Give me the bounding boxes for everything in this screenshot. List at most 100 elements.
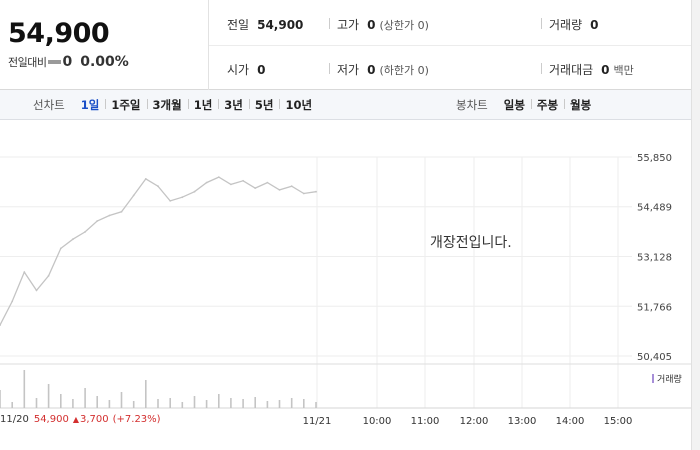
prev-day-summary: 11/20 54,900 ▲ 3,700 (+7.23%) (0, 414, 161, 425)
volume-bar (242, 399, 244, 408)
x-tick-label: 14:00 (556, 416, 585, 427)
price-point (193, 190, 196, 193)
price-point (230, 183, 232, 186)
volume-bar (303, 399, 305, 408)
change-label: 전일대비 (8, 56, 47, 69)
tab-monthly[interactable]: 월봉 (564, 97, 597, 113)
stat-label: 고가 (337, 18, 360, 32)
stat-sub: 백만 (613, 64, 634, 77)
change-percent: 0.00% (80, 54, 129, 70)
y-tick-label: 54,489 (637, 203, 672, 214)
line-chart-label: 선차트 (33, 98, 65, 112)
y-tick-label: 51,766 (637, 302, 672, 313)
tab-1y[interactable]: 1년 (187, 97, 219, 113)
price-point (278, 189, 281, 191)
price-point (96, 220, 99, 222)
header-divider (208, 0, 209, 90)
stat-label: 거래량 (549, 18, 583, 32)
line-chart-tabs: 선차트 1일 1주일 3개월 1년 3년 5년 10년 (33, 90, 318, 120)
price-point (0, 324, 1, 326)
stat-sub: (상한가 0) (379, 19, 429, 32)
stat-low: 저가 0 (하한가 0) (329, 61, 429, 78)
stat-value: 54,900 (257, 18, 304, 32)
volume-bar (35, 398, 38, 408)
volume-bar (120, 392, 123, 408)
price-point (315, 190, 317, 193)
x-tick-label: 13:00 (508, 416, 537, 427)
price-point (302, 192, 305, 195)
stat-label: 전일 (227, 18, 250, 32)
volume-bar (230, 398, 232, 408)
volume-bar (218, 394, 220, 408)
volume-legend-swatch (652, 374, 654, 383)
stat-high: 고가 0 (상한가 0) (329, 16, 429, 33)
volume-bar (169, 398, 171, 408)
price-point (144, 178, 147, 180)
price-point (254, 187, 257, 189)
volume-bar (84, 388, 86, 408)
price-chart: 55,850 54,489 53,128 51,766 50,405 11/21 10:00… (0, 120, 700, 450)
tab-3y[interactable]: 3년 (218, 97, 249, 113)
volume-legend: 거래량 (652, 372, 682, 385)
stat-open: 시가 0 (227, 61, 265, 78)
tab-1d[interactable]: 1일 (80, 98, 100, 112)
price-point (35, 289, 38, 292)
price-point (23, 271, 26, 273)
volume-bar (278, 400, 281, 408)
volume-bar (157, 399, 159, 408)
price-line (0, 176, 317, 326)
tab-3m[interactable]: 3개월 (146, 97, 188, 113)
price-point (266, 181, 269, 184)
volume-bar (205, 400, 208, 408)
stat-prev-close: 전일 54,900 (227, 16, 303, 33)
y-tick-label: 50,405 (637, 352, 672, 363)
tab-weekly[interactable]: 주봉 (530, 97, 564, 113)
chart-tab-bar: 선차트 1일 1주일 3개월 1년 3년 5년 10년 봉차트 일봉 주봉 월봉 (0, 90, 700, 120)
price-point (205, 181, 208, 184)
volume-bar (47, 384, 50, 408)
price-point (181, 196, 184, 199)
volume-bar (72, 399, 74, 408)
quote-header: 54,900 전일대비 0 0.00% 전일 54,900 고가 0 (상한가 … (0, 0, 700, 90)
scrollbar-track[interactable] (691, 0, 700, 450)
stat-value: 0 (590, 18, 599, 32)
candle-chart-tabs: 봉차트 일봉 주봉 월봉 (456, 90, 597, 120)
chart-canvas: 55,850 54,489 53,128 51,766 50,405 11/21 10:00… (0, 153, 691, 427)
y-tick-label: 55,850 (637, 153, 672, 164)
price-point (157, 185, 159, 188)
prev-day-date: 11/20 (0, 414, 29, 425)
stat-sub: (하한가 0) (379, 64, 429, 77)
candle-chart-label: 봉차트 (456, 98, 488, 112)
volume-bar (11, 402, 13, 408)
price-point (242, 179, 245, 182)
x-tick-label: 12:00 (460, 416, 489, 427)
prev-day-price: 54,900 (33, 414, 69, 425)
prev-day-rate: (+7.23%) (112, 414, 161, 425)
volume-bar (181, 402, 184, 408)
price-point (108, 214, 111, 217)
stat-label: 저가 (337, 63, 360, 77)
tab-5y[interactable]: 5년 (248, 97, 280, 113)
stat-trade-value: 거래대금 0 백만 (541, 61, 634, 78)
pre-market-notice: 개장전입니다. (430, 235, 512, 251)
volume-bar (254, 397, 256, 408)
volume-bar (290, 398, 293, 408)
tab-10y[interactable]: 10년 (279, 97, 318, 113)
price-point (120, 210, 123, 213)
stat-value: 0 (257, 63, 266, 77)
stat-label: 시가 (227, 63, 250, 77)
price-change: 전일대비 0 0.00% (8, 54, 129, 70)
x-tick-label: 15:00 (604, 416, 633, 427)
volume-bar (145, 380, 147, 408)
volume-bar (132, 401, 135, 408)
header-row-divider (209, 45, 700, 46)
stat-volume: 거래량 0 (540, 16, 599, 33)
volume-bar (60, 394, 62, 408)
tab-daily[interactable]: 일봉 (503, 98, 525, 112)
volume-bar (315, 402, 317, 408)
up-arrow-icon: ▲ (72, 415, 79, 424)
tab-1w[interactable]: 1주일 (105, 97, 146, 113)
change-value: 0 (62, 54, 73, 70)
volume-bar (0, 390, 1, 408)
x-tick-label: 10:00 (363, 416, 392, 427)
